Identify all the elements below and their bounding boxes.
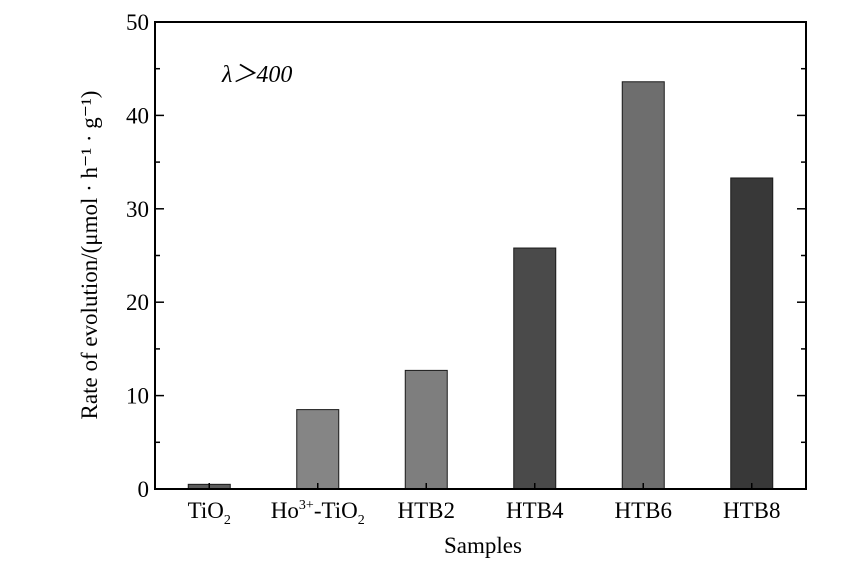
y-axis-label: Rate of evolution/(μmol · h⁻¹ · g⁻¹) <box>77 91 102 420</box>
y-tick-label: 20 <box>126 290 149 315</box>
x-axis-ticks: TiO2 Ho3+-TiO2 HTB2 HTB4 HTB6 HTB8 <box>188 483 781 528</box>
bar <box>513 247 557 490</box>
bar <box>296 409 340 490</box>
y-tick-label: 50 <box>126 10 149 35</box>
bar <box>404 369 448 490</box>
x-tick-label: HTB4 <box>506 498 564 523</box>
bars-group <box>187 81 774 490</box>
x-tick-label: TiO2 <box>188 498 231 528</box>
x-tick-label: HTB6 <box>615 498 673 523</box>
y-axis-ticks: 0 10 20 30 40 50 <box>126 10 806 502</box>
y-tick-label: 30 <box>126 197 149 222</box>
y-tick-label: 10 <box>126 384 149 409</box>
x-tick-label: HTB8 <box>723 498 781 523</box>
x-axis-label: Samples <box>444 533 522 558</box>
bar <box>730 177 774 490</box>
x-tick-label: Ho3+-TiO2 <box>271 498 365 528</box>
bar <box>621 81 665 490</box>
x-tick-label: HTB2 <box>398 498 456 523</box>
wavelength-annotation: λ＞400 <box>221 62 292 88</box>
y-tick-label: 40 <box>126 103 149 128</box>
y-tick-label: 0 <box>138 477 150 502</box>
plot-frame <box>154 21 807 490</box>
